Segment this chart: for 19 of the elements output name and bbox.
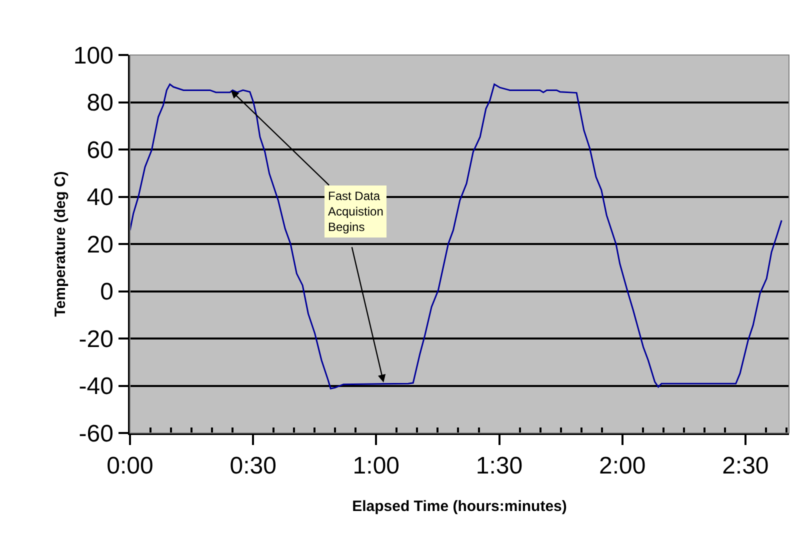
y-tick-label: -60 (78, 420, 114, 448)
x-tick-label: 2:00 (598, 452, 646, 480)
y-tick-label: 100 (73, 42, 114, 70)
y-tick-label: -40 (78, 373, 114, 400)
x-axis-title: Elapsed Time (hours:minutes) (352, 498, 567, 516)
y-tick-label: 20 (86, 231, 114, 258)
y-tick-label: 40 (86, 184, 114, 212)
x-tick-label: 1:30 (476, 452, 523, 480)
annotation: Fast Data Acquistion Begins (328, 189, 384, 234)
x-tick-label: 1:00 (352, 452, 400, 480)
line-series (130, 84, 782, 390)
y-tick-label: 80 (86, 90, 114, 117)
y-tick-label: 0 (100, 278, 114, 306)
y-tick-label: 60 (86, 136, 114, 164)
y-axis-title: Temperature (deg C) (52, 171, 70, 317)
x-tick-label: 0:30 (230, 452, 276, 480)
x-tick-label: 0:00 (106, 452, 154, 480)
y-tick-label: -20 (78, 326, 114, 353)
x-tick-label: 2:30 (722, 452, 769, 480)
